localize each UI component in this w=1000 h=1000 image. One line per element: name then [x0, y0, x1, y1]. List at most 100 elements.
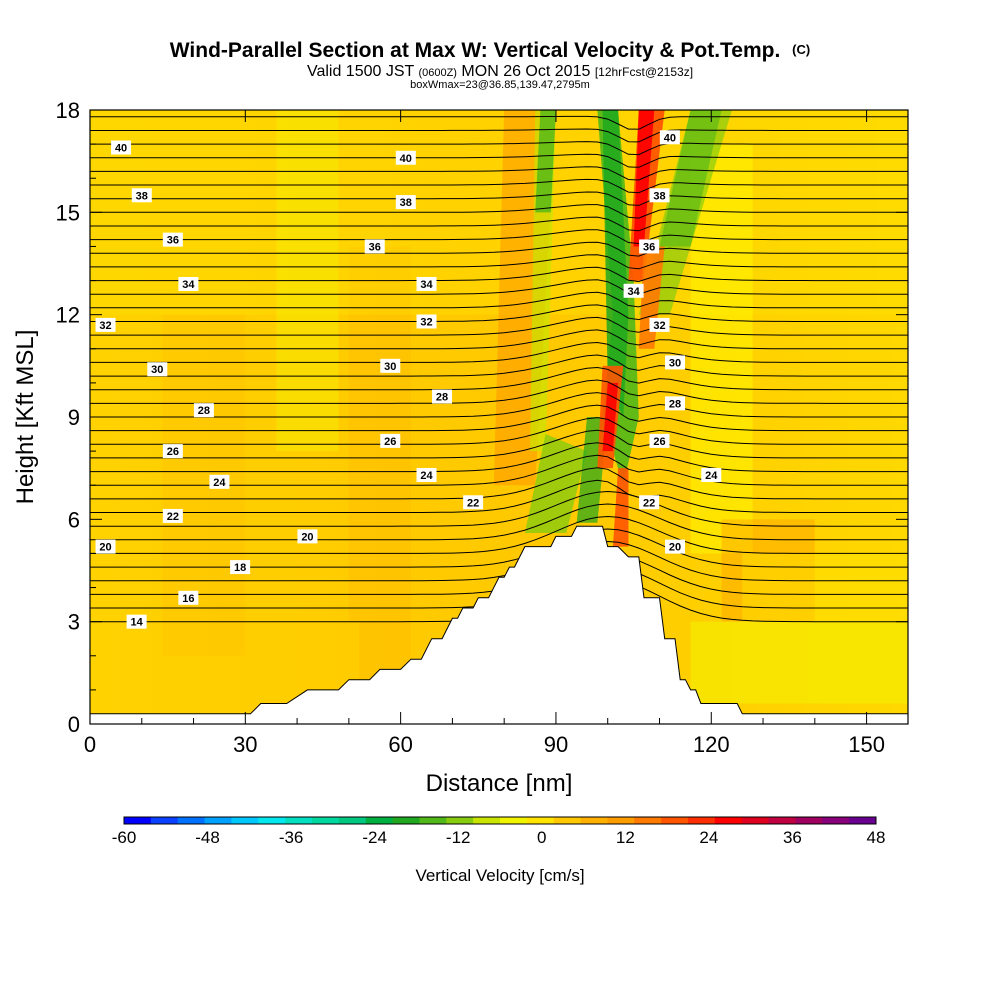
y-tick-label: 3: [68, 610, 80, 635]
colorbar-swatch: [607, 817, 635, 824]
isentrope-label: 24: [209, 474, 230, 489]
isentrope-label: 24: [416, 467, 437, 482]
isentrope: [90, 254, 908, 270]
isentrope-label-text: 24: [705, 470, 718, 482]
isentrope-label-bg: [701, 467, 722, 482]
colorbar-swatch: [204, 817, 232, 824]
isentrope: [90, 266, 908, 283]
isentrope-label: 36: [364, 239, 385, 254]
colorbar-swatch: [661, 817, 689, 824]
isentrope-label-bg: [111, 140, 132, 155]
isentrope-label-text: 32: [420, 316, 432, 328]
isentrope-label: 34: [178, 276, 199, 291]
colorbar-tick-label: -60: [112, 828, 137, 847]
isentrope-label-text: 20: [669, 542, 681, 554]
isentrope: [90, 115, 908, 130]
isentrope-label: 26: [649, 433, 670, 448]
isentrope-label-text: 40: [400, 153, 412, 165]
isentrope: [90, 304, 908, 322]
velocity-patch: [602, 382, 619, 452]
subtitle-date: MON 26 Oct 2015: [457, 63, 595, 80]
colorbar-tick-label: 0: [537, 828, 546, 847]
isentrope: [90, 467, 908, 500]
isentrope-label: 40: [395, 150, 416, 165]
isentrope: [90, 178, 908, 194]
isentrope-label: 28: [432, 389, 453, 404]
colorbar-swatch: [688, 817, 716, 824]
isentrope-label-text: 26: [384, 436, 396, 448]
isentrope-label-bg: [131, 188, 152, 203]
isentrope-label: 18: [230, 560, 251, 575]
isentrope-label-text: 26: [167, 446, 179, 458]
colorbar-swatch: [500, 817, 528, 824]
velocity-patch: [690, 621, 908, 704]
colorbar-swatch: [258, 817, 286, 824]
isentrope: [90, 404, 908, 432]
colorbar-swatch: [849, 817, 877, 824]
isentrope: [90, 417, 908, 445]
isentrope-label-bg: [649, 317, 670, 332]
isentrope-label-text: 16: [182, 593, 194, 605]
isentrope-label: 14: [126, 614, 147, 629]
isentrope-label-bg: [297, 529, 318, 544]
colorbar-swatch: [446, 817, 474, 824]
colorbar-swatch: [231, 817, 259, 824]
colorbar-swatch: [822, 817, 850, 824]
colorbar-swatch: [338, 817, 367, 824]
isentrope-label-bg: [639, 239, 660, 254]
isentrope: [90, 540, 908, 582]
isentrope-label-text: 36: [369, 241, 381, 253]
colorbar-swatch: [392, 817, 420, 824]
colorbar-swatch: [285, 817, 313, 824]
velocity-patch: [638, 246, 665, 349]
isentrope: [90, 166, 908, 181]
colorbar-swatch: [365, 817, 394, 824]
isentrope-label-text: 30: [669, 357, 681, 369]
terrain: [90, 525, 908, 724]
isentrope-label-bg: [432, 389, 453, 404]
isentrope-label-bg: [623, 283, 644, 298]
isentrope-label-text: 40: [664, 132, 676, 144]
isentrope-label-text: 24: [213, 477, 226, 489]
x-tick-label: 0: [84, 732, 96, 757]
y-axis-label: Height [Kft MSL]: [12, 330, 39, 505]
chart-title-mark: (C): [792, 42, 810, 57]
isentrope: [90, 479, 908, 513]
isentrope-label-text: 34: [627, 286, 640, 298]
y-tick-label: 0: [68, 712, 80, 737]
isentrope-label-text: 38: [136, 190, 148, 202]
isentrope-label-text: 34: [420, 279, 433, 291]
velocity-patch: [612, 468, 629, 547]
colorbar-tick-label: -36: [279, 828, 304, 847]
isentrope-label: 40: [659, 130, 680, 145]
isentrope-label-bg: [649, 188, 670, 203]
chart-title: Wind-Parallel Section at Max W: Vertical…: [170, 39, 810, 62]
velocity-patch: [690, 144, 753, 554]
isentrope-labels: 40 40 40 38 38 38 36 36 36 34 34 34 32 32 32 30 30 30 28 28…: [95, 130, 722, 629]
isentrope-label: 36: [162, 232, 183, 247]
colorbar-swatch: [124, 817, 152, 824]
colorbar-tick-label: -12: [446, 828, 471, 847]
isentrope-label-bg: [395, 195, 416, 210]
colorbar-label: Vertical Velocity [cm/s]: [415, 866, 584, 885]
isentrope-label: 24: [701, 467, 722, 482]
isentrope-label: 34: [623, 283, 644, 298]
colorbar-swatch: [473, 817, 501, 824]
isentrope-label-text: 38: [653, 190, 665, 202]
velocity-patch: [535, 110, 556, 213]
chart-subtitle-2: boxWmax=23@36.85,139.47,2795m: [410, 79, 590, 91]
plot-area: 40 40 40 38 38 38 36 36 36 34 34 34 32 32 32 30 30 30 28 28…: [90, 110, 908, 724]
isentrope-label-text: 30: [384, 361, 396, 373]
isentrope-label-bg: [380, 358, 401, 373]
isentrope-label-text: 38: [400, 197, 412, 209]
isentrope-label-text: 20: [99, 542, 111, 554]
isentrope: [90, 442, 908, 473]
velocity-patch: [348, 246, 411, 622]
colorbar-tick-label: 24: [699, 828, 718, 847]
isentrope: [90, 153, 908, 168]
isentrope-label-text: 40: [115, 143, 127, 155]
isentrope-label: 22: [463, 495, 484, 510]
isentrope-label-bg: [649, 433, 670, 448]
